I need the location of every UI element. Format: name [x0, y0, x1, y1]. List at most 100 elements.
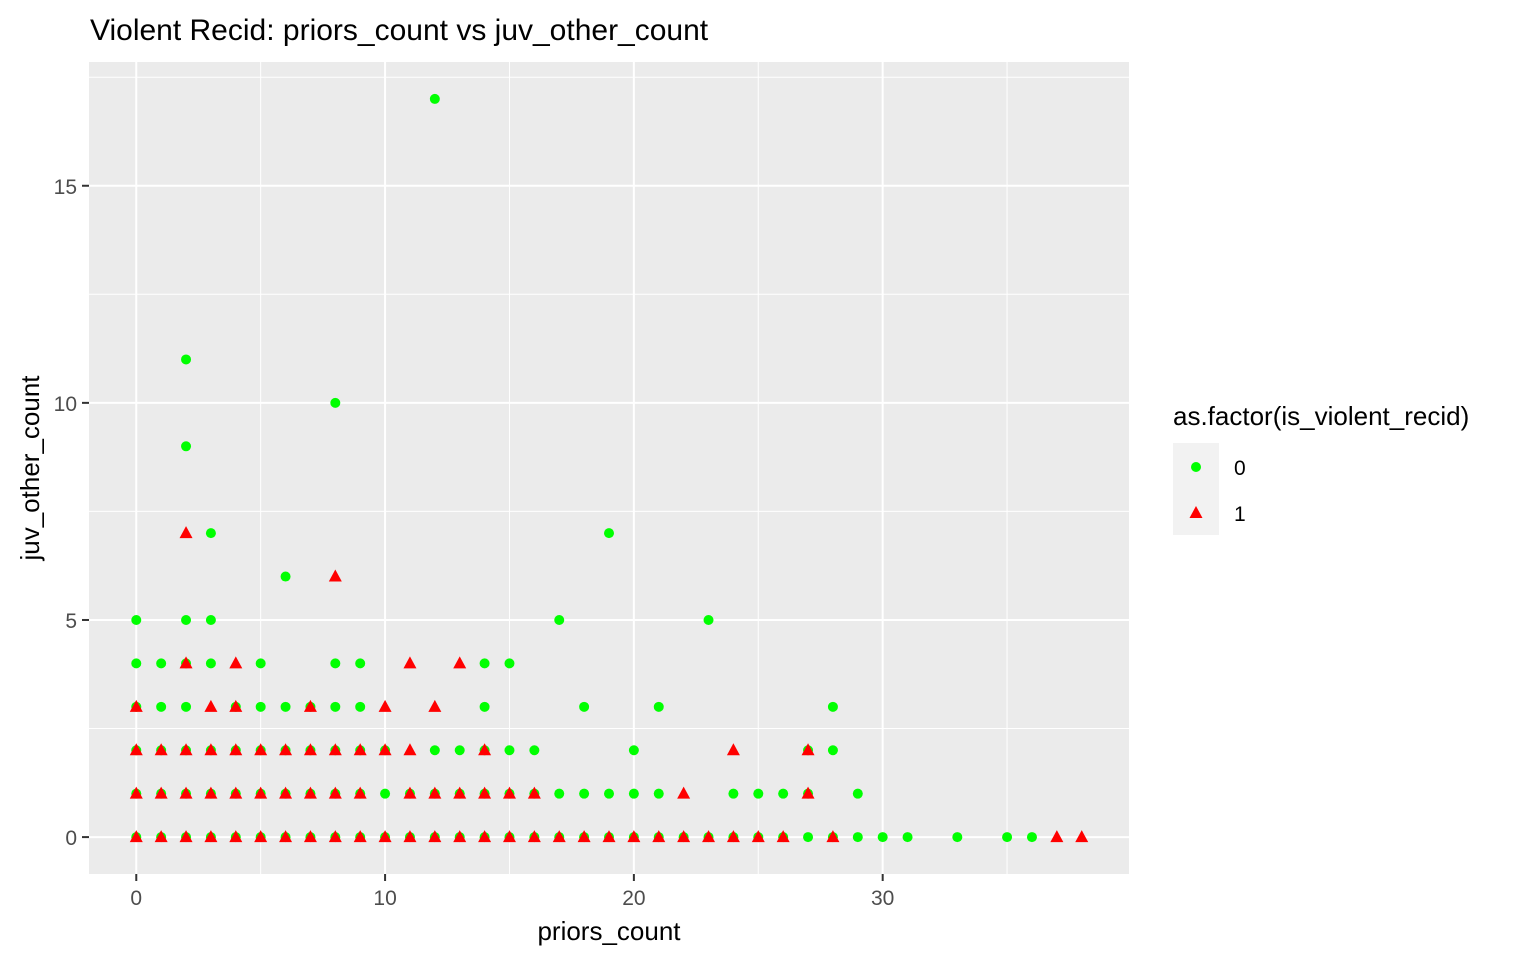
point-series-1: [527, 786, 541, 799]
point-series-1: [353, 743, 367, 756]
point-series-0: [579, 788, 590, 799]
y-axis-label: juv_other_count: [15, 375, 45, 562]
point-series-1: [378, 699, 392, 712]
point-series-1: [303, 699, 317, 712]
point-series-0: [205, 614, 216, 625]
point-series-1: [1050, 830, 1064, 843]
point-series-0: [827, 745, 838, 756]
point-series-1: [229, 830, 243, 843]
point-series-1: [403, 743, 417, 756]
point-series-0: [753, 788, 764, 799]
point-series-0: [131, 614, 142, 625]
point-series-1: [453, 656, 467, 669]
point-series-1: [129, 699, 143, 712]
legend-label-0: 0: [1234, 457, 1246, 480]
point-series-0: [852, 832, 863, 843]
chart-title: Violent Recid: priors_count vs juv_other…: [90, 14, 709, 47]
point-series-1: [403, 656, 417, 669]
point-series-0: [330, 397, 341, 408]
point-series-0: [1026, 832, 1037, 843]
point-series-0: [952, 832, 963, 843]
point-series-1: [378, 743, 392, 756]
point-series-0: [454, 745, 465, 756]
point-series-0: [604, 528, 614, 539]
point-series-1: [403, 830, 417, 843]
point-series-1: [254, 830, 268, 843]
point-series-1: [179, 786, 193, 799]
point-series-0: [479, 658, 490, 669]
point-series-1: [428, 699, 442, 712]
point-series-0: [827, 701, 838, 712]
point-series-0: [280, 571, 291, 582]
point-series-1: [552, 830, 566, 843]
point-series-1: [577, 830, 591, 843]
x-tick-label: 0: [130, 887, 142, 910]
point-series-1: [303, 786, 317, 799]
point-series-0: [877, 832, 888, 843]
point-series-1: [328, 830, 342, 843]
point-series-1: [677, 830, 691, 843]
point-series-0: [628, 788, 639, 799]
point-series-1: [179, 830, 193, 843]
grid-minor: [89, 62, 1129, 874]
point-series-0: [380, 788, 391, 799]
point-series-0: [852, 788, 863, 799]
point-series-0: [205, 528, 216, 539]
legend-key-1: [1189, 506, 1203, 518]
point-series-1: [204, 786, 218, 799]
point-series-1: [403, 786, 417, 799]
point-series-1: [254, 786, 268, 799]
point-series-1: [702, 830, 716, 843]
y-tick-label: 0: [65, 827, 77, 850]
point-series-1: [726, 743, 740, 756]
point-series-0: [255, 701, 266, 712]
point-series-1: [328, 786, 342, 799]
y-axis: 0 5 10 15: [54, 176, 89, 850]
point-series-1: [478, 830, 492, 843]
point-series-0: [181, 441, 192, 452]
point-series-1: [154, 743, 168, 756]
point-series-1: [328, 743, 342, 756]
x-tick-label: 20: [622, 887, 645, 910]
point-series-1: [303, 830, 317, 843]
point-series-0: [554, 614, 565, 625]
y-tick-label: 15: [54, 176, 77, 199]
point-series-1: [154, 786, 168, 799]
point-series-0: [330, 658, 341, 669]
point-series-0: [803, 832, 814, 843]
x-tick-label: 10: [373, 887, 396, 910]
point-series-0: [1002, 832, 1013, 843]
point-series-0: [902, 832, 913, 843]
point-series-0: [181, 701, 192, 712]
point-series-0: [778, 788, 789, 799]
point-series-1: [254, 743, 268, 756]
point-series-1: [204, 743, 218, 756]
point-series-1: [204, 699, 218, 712]
legend-key-background: [1173, 443, 1219, 535]
point-series-1: [502, 830, 516, 843]
point-series-1: [179, 526, 193, 539]
point-series-0: [504, 745, 515, 756]
point-series-0: [479, 701, 490, 712]
x-axis-label: priors_count: [537, 916, 681, 946]
point-series-1: [776, 830, 790, 843]
point-series-1: [229, 786, 243, 799]
point-series-1: [179, 656, 193, 669]
point-series-0: [131, 658, 142, 669]
point-series-0: [330, 701, 341, 712]
data-points: [129, 93, 1089, 843]
point-series-0: [429, 93, 440, 104]
point-series-1: [428, 786, 442, 799]
point-series-1: [801, 743, 815, 756]
point-series-1: [726, 830, 740, 843]
y-tick-label: 5: [65, 610, 77, 633]
point-series-1: [677, 786, 691, 799]
point-series-0: [205, 658, 216, 669]
point-series-0: [280, 701, 291, 712]
point-series-0: [628, 745, 639, 756]
legend-label-1: 1: [1234, 503, 1246, 526]
legend-key-0: [1191, 462, 1201, 472]
point-series-1: [279, 743, 293, 756]
point-series-1: [378, 830, 392, 843]
point-series-1: [179, 743, 193, 756]
